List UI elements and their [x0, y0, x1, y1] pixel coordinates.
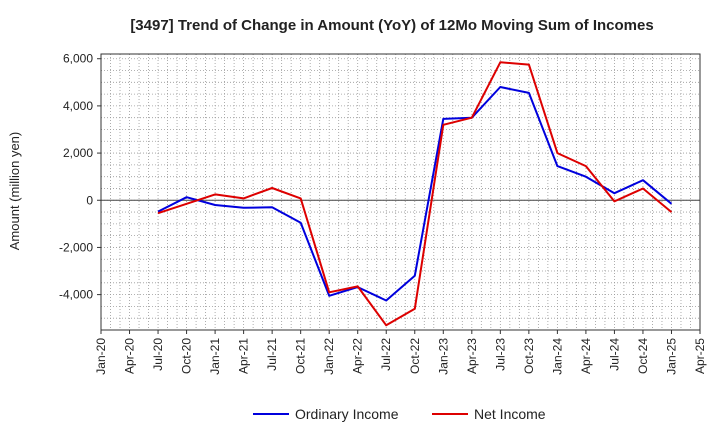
x-tick-label: Oct-21: [294, 338, 308, 374]
x-tick-label: Apr-25: [693, 338, 707, 374]
x-tick-label: Jul-21: [265, 338, 279, 371]
grid: [100, 54, 701, 331]
legend-label: Net Income: [474, 406, 546, 422]
y-tick-label: 6,000: [63, 52, 93, 66]
y-tick-label: 2,000: [63, 146, 93, 160]
x-tick-label: Apr-23: [465, 338, 479, 374]
x-tick-label: Jan-25: [664, 338, 678, 375]
series-line-ordinary-income: [157, 86, 673, 302]
plot-area: [101, 54, 700, 330]
x-tick-label: Jul-23: [493, 338, 507, 371]
x-tick-label: Oct-23: [522, 338, 536, 374]
x-tick-label: Apr-22: [351, 338, 365, 374]
x-tick-label: Apr-24: [579, 338, 593, 374]
series-line-net-income: [157, 61, 673, 327]
x-tick-label: Jul-24: [607, 338, 621, 371]
legend-label: Ordinary Income: [295, 406, 399, 422]
chart-title: [3497] Trend of Change in Amount (YoY) o…: [130, 17, 653, 34]
x-tick-label: Jul-22: [379, 338, 393, 371]
x-tick-label: Apr-20: [123, 338, 137, 374]
x-tick-label: Jan-20: [94, 338, 108, 375]
x-tick-label: Jan-23: [436, 338, 450, 375]
series-lines: [157, 61, 673, 327]
y-tick-label: 4,000: [63, 99, 93, 113]
axes: -4,000 -2,000 0 2,000 4,000 6,000 Jan-20 Apr-20…: [59, 52, 707, 375]
x-tick-label: Oct-20: [180, 338, 194, 374]
legend: Ordinary Income Net Income: [253, 406, 546, 422]
x-tick-label: Jan-22: [322, 338, 336, 375]
plot-frame: [100, 53, 701, 331]
x-tick-label: Oct-22: [408, 338, 422, 374]
y-tick-label: -2,000: [59, 240, 93, 254]
x-tick-label: Oct-24: [636, 338, 650, 374]
x-tick-label: Apr-21: [237, 338, 251, 374]
x-tick-label: Jan-24: [550, 338, 564, 375]
y-tick-label: -4,000: [59, 288, 93, 302]
x-tick-label: Jan-21: [208, 338, 222, 375]
x-tick-label: Jul-20: [151, 338, 165, 371]
y-tick-label: 0: [86, 193, 93, 207]
y-axis-label: Amount (million yen): [7, 132, 22, 251]
